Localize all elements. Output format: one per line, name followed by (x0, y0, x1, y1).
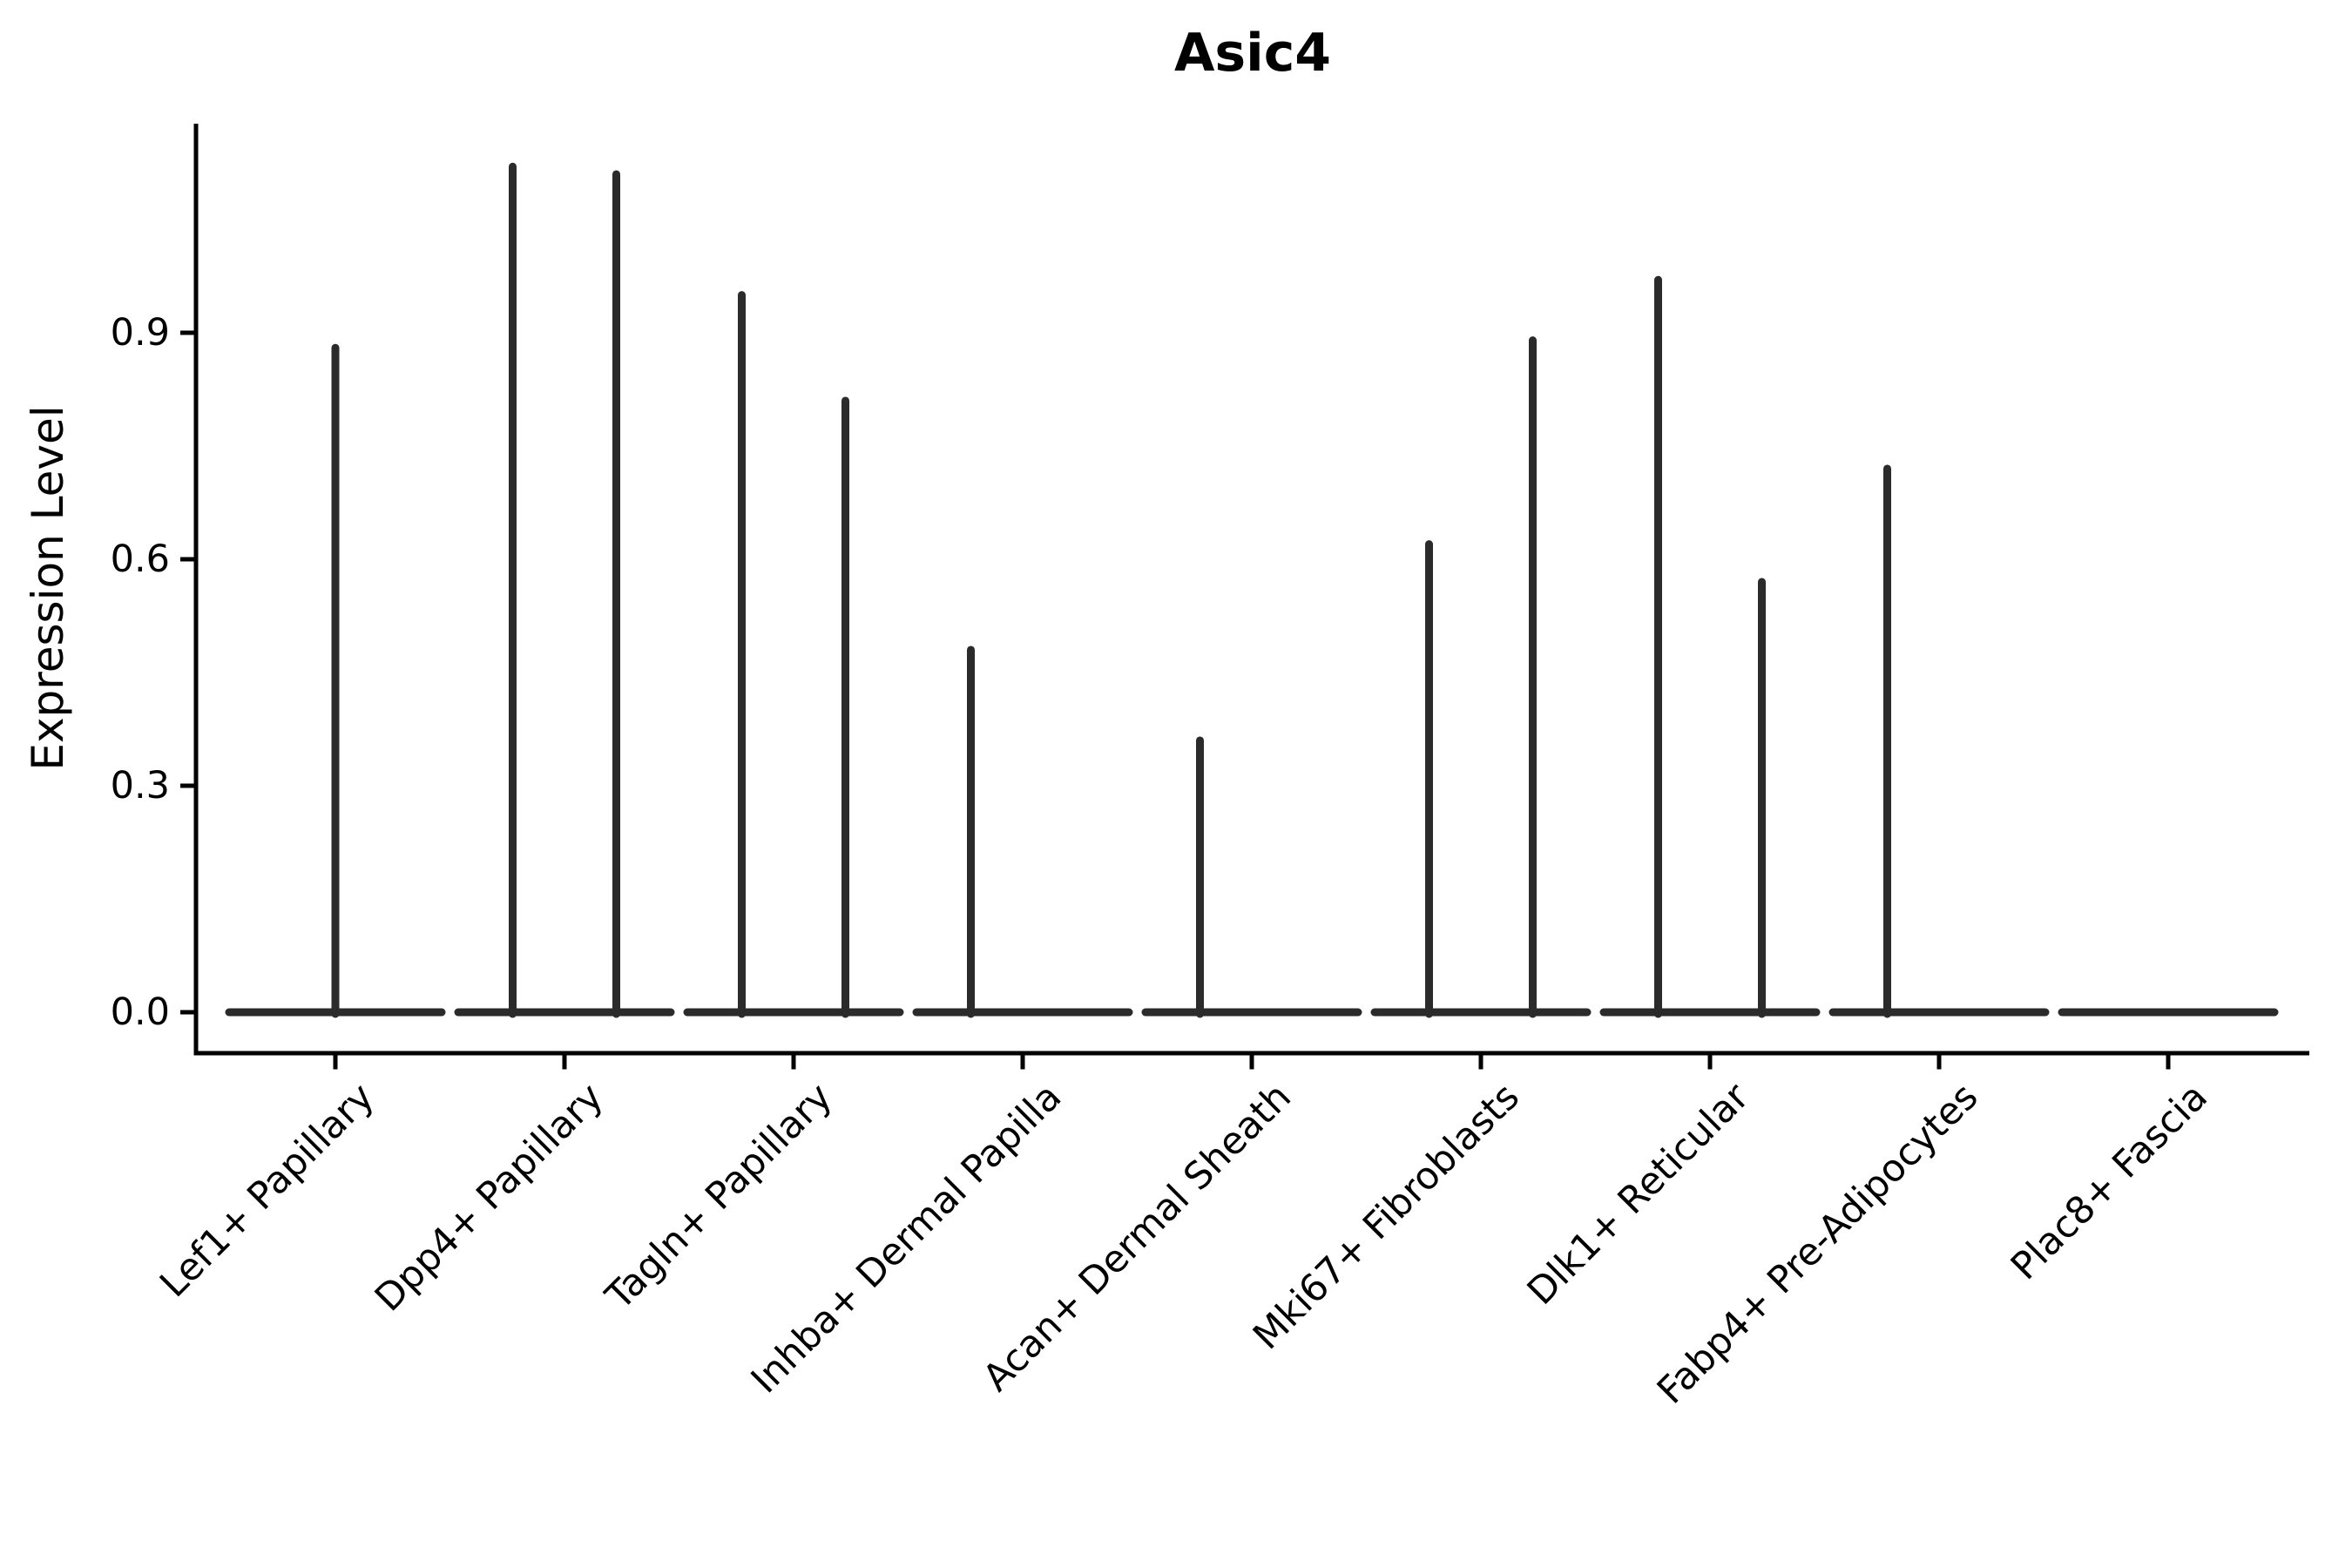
y-tick-label: 0.9 (110, 310, 170, 355)
y-tick-label: 0.3 (110, 763, 170, 808)
y-tick-label: 0.6 (110, 537, 170, 581)
y-axis-label: Expression Level (23, 405, 73, 771)
y-tick-label: 0.0 (110, 990, 170, 1034)
plot-title: Asic4 (1173, 23, 1332, 84)
